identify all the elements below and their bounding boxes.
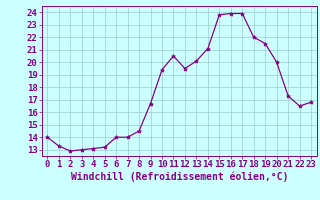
X-axis label: Windchill (Refroidissement éolien,°C): Windchill (Refroidissement éolien,°C) [70, 172, 288, 182]
